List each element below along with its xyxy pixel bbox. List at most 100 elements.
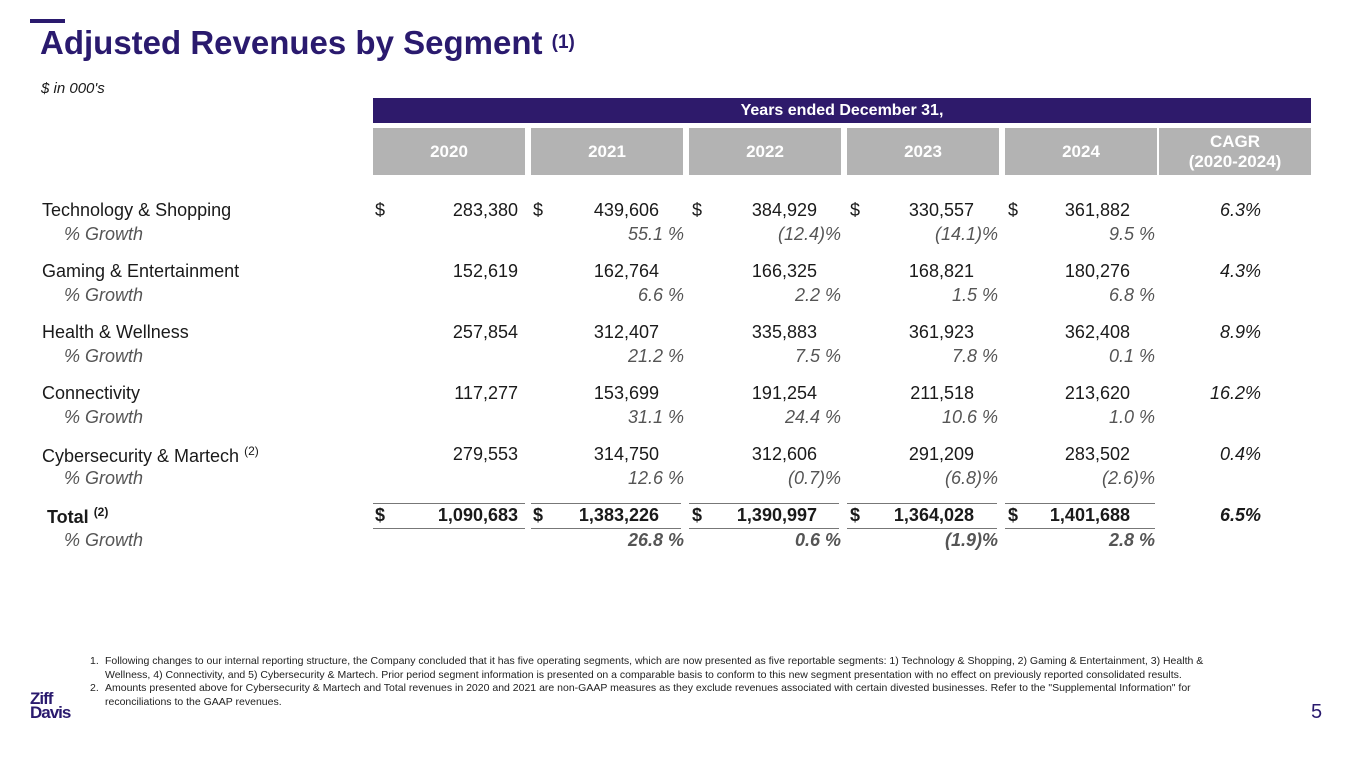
column-header-2020: 2020 [373,128,525,175]
growth-health-wellness-2024: 0.1 % [1108,346,1155,366]
footnote-1: 1. Following changes to our internal repo… [90,655,1204,681]
total-value-2024: 1,401,688 [1049,505,1130,525]
segment-label-connectivity: Connectivity [42,383,141,403]
total-footnote-ref: (2) [93,505,109,519]
growth-label-technology-shopping: % Growth [64,224,144,244]
growth-label-connectivity: % Growth [64,407,144,427]
page-title: Adjusted Revenues by Segment (1) [40,24,575,61]
title-footnote-ref: (1) [551,32,575,53]
value-cybersecurity-martech-2022: 312,606 [751,444,817,464]
total-top-rule [847,503,997,504]
cagr-connectivity: 16.2% [1209,383,1261,403]
value-gaming-entertainment-2021: 162,764 [593,261,659,281]
growth-connectivity-2024: 1.0 % [1108,407,1155,427]
currency-symbol: $ [533,200,544,220]
currency-symbol-total: $ [533,505,544,525]
title-accent-bar [30,19,65,23]
total-value-2020: 1,090,683 [437,505,518,525]
growth-cybersecurity-martech-2023: (6.8)% [944,468,998,488]
value-cybersecurity-martech-2024: 283,502 [1064,444,1130,464]
total-growth-2023: (1.9)% [944,530,998,550]
growth-connectivity-2022: 24.4 % [784,407,841,427]
growth-technology-shopping-2021: 55.1 % [627,224,684,244]
value-technology-shopping-2024: 361,882 [1064,200,1130,220]
growth-gaming-entertainment-2022: 2.2 % [794,285,841,305]
value-connectivity-2023: 211,518 [910,383,974,403]
value-gaming-entertainment-2020: 152,619 [452,261,518,281]
currency-symbol: $ [850,200,861,220]
value-health-wellness-2020: 257,854 [452,322,518,342]
growth-cybersecurity-martech-2022: (0.7)% [787,468,841,488]
total-label: Total (2) [47,505,109,527]
growth-label-total: % Growth [64,530,144,550]
value-cybersecurity-martech-2021: 314,750 [593,444,659,464]
ziff-davis-logo: Ziff Davis [30,689,71,722]
growth-technology-shopping-2023: (14.1)% [934,224,998,244]
value-health-wellness-2024: 362,408 [1064,322,1130,342]
growth-cybersecurity-martech-2024: (2.6)% [1101,468,1155,488]
total-bottom-rule [847,528,997,529]
growth-label-gaming-entertainment: % Growth [64,285,144,305]
cagr-total: 6.5% [1219,505,1261,525]
cagr-gaming-entertainment: 4.3% [1219,261,1261,281]
growth-label-health-wellness: % Growth [64,346,144,366]
total-growth-2022: 0.6 % [794,530,841,550]
growth-technology-shopping-2024: 9.5 % [1108,224,1155,244]
total-top-rule [689,503,839,504]
value-gaming-entertainment-2022: 166,325 [751,261,817,281]
value-technology-shopping-2022: 384,929 [751,200,817,220]
currency-symbol-total: $ [375,505,386,525]
segment-label-health-wellness: Health & Wellness [42,322,189,342]
footnote-2: 2. Amounts presented above for Cybersecur… [90,682,1191,708]
total-growth-2021: 26.8 % [627,530,684,550]
currency-symbol-total: $ [850,505,861,525]
total-growth-2024: 2.8 % [1108,530,1155,550]
growth-gaming-entertainment-2024: 6.8 % [1108,285,1155,305]
total-bottom-rule [531,528,681,529]
growth-connectivity-2023: 10.6 % [941,407,998,427]
column-header-2024: 2024 [1005,128,1157,175]
total-bottom-rule [689,528,839,529]
currency-symbol: $ [1008,200,1019,220]
value-technology-shopping-2023: 330,557 [908,200,974,220]
growth-connectivity-2021: 31.1 % [627,407,684,427]
total-value-2021: 1,383,226 [578,505,659,525]
value-technology-shopping-2021: 439,606 [593,200,659,220]
units-note: $ in 000's [41,80,105,97]
growth-health-wellness-2022: 7.5 % [794,346,841,366]
segment-footnote-ref: (2) [244,444,259,458]
page-number: 5 [1311,701,1323,723]
column-header-2022: 2022 [689,128,841,175]
total-bottom-rule [1005,528,1155,529]
total-top-rule [373,503,525,504]
growth-health-wellness-2023: 7.8 % [951,346,998,366]
currency-symbol: $ [692,200,703,220]
currency-symbol: $ [375,200,386,220]
growth-gaming-entertainment-2023: 1.5 % [951,285,998,305]
value-connectivity-2021: 153,699 [593,383,659,403]
growth-label-cybersecurity-martech: % Growth [64,468,144,488]
footnotes: 1. Following changes to our internal repo… [90,655,1250,709]
value-technology-shopping-2020: 283,380 [452,200,518,220]
segment-label-technology-shopping: Technology & Shopping [42,200,232,220]
value-connectivity-2022: 191,254 [751,383,817,403]
value-gaming-entertainment-2024: 180,276 [1064,261,1130,281]
total-bottom-rule [373,528,525,529]
column-header-cagr: CAGR (2020-2024) [1159,128,1311,175]
total-value-2022: 1,390,997 [736,505,817,525]
value-connectivity-2020: 117,277 [454,383,518,403]
growth-cybersecurity-martech-2021: 12.6 % [627,468,684,488]
value-health-wellness-2022: 335,883 [751,322,817,342]
total-top-rule [531,503,681,504]
value-health-wellness-2021: 312,407 [593,322,659,342]
growth-technology-shopping-2022: (12.4)% [777,224,841,244]
currency-symbol-total: $ [1008,505,1019,525]
value-cybersecurity-martech-2020: 279,553 [452,444,518,464]
column-header-2021: 2021 [531,128,683,175]
currency-symbol-total: $ [692,505,703,525]
years-banner: Years ended December 31, [373,98,1311,123]
segment-label-cybersecurity-martech: Cybersecurity & Martech (2) [42,444,259,466]
value-cybersecurity-martech-2023: 291,209 [908,444,974,464]
value-gaming-entertainment-2023: 168,821 [908,261,974,281]
growth-gaming-entertainment-2021: 6.6 % [637,285,684,305]
